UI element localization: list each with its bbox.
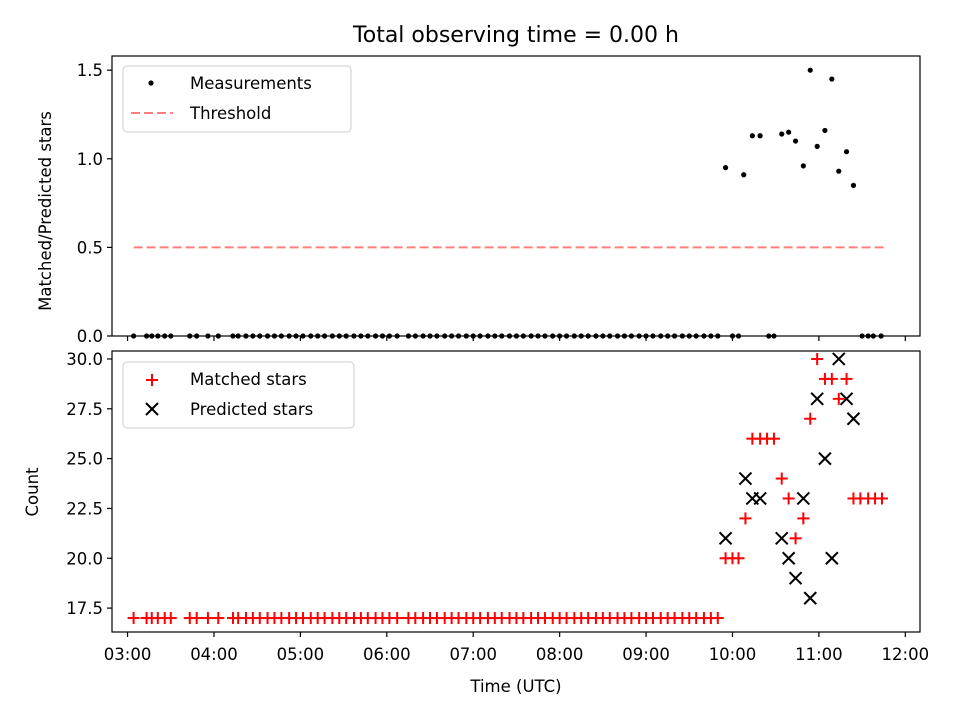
matched-stars-point	[797, 512, 810, 525]
top-ylabel: Matched/Predicted stars	[36, 111, 55, 311]
matched-stars-point	[767, 432, 780, 445]
measurement-point	[749, 133, 755, 139]
x-tick-label: 03:00	[104, 645, 152, 664]
matched-stars-point	[201, 612, 214, 625]
matched-stars-point	[190, 612, 203, 625]
matched-stars-point	[804, 412, 817, 425]
measurement-point	[814, 143, 820, 149]
bottom-plot-frame	[111, 350, 921, 633]
matched-stars-point	[739, 512, 752, 525]
matched-stars-point	[775, 472, 788, 485]
y-tick-label: 27.5	[66, 400, 103, 419]
y-tick-label: 22.5	[66, 499, 103, 518]
bottom-panel: Count Time (UTC) 17.5 20.0 22.5 25.0 27.5 30.…	[23, 350, 929, 696]
predicted-stars-point	[825, 551, 839, 565]
measurement-point	[741, 172, 747, 178]
top-panel: Matched/Predicted stars 0.0 0.5 1.0 1.5 Mea…	[36, 55, 921, 346]
bottom-legend: Matched stars Predicted stars	[122, 361, 355, 429]
predicted-stars-point	[839, 392, 854, 406]
predicted-stars-point	[818, 451, 832, 466]
bottom-xlabel: Time (UTC)	[469, 677, 561, 696]
measurement-point	[836, 168, 842, 174]
x-tick-label: 09:00	[622, 645, 670, 664]
predicted-stars-point	[738, 471, 753, 486]
matched-stars-point	[832, 392, 845, 405]
x-tick-label: 04:00	[190, 645, 238, 664]
legend-predicted-label: Predicted stars	[190, 400, 313, 419]
matched-stars-point	[164, 612, 177, 625]
x-tick-label: 12:00	[882, 645, 930, 664]
y-tick-label: 1.0	[77, 150, 103, 169]
top-plot-frame	[111, 55, 921, 337]
x-tick-label: 06:00	[363, 645, 411, 664]
y-tick-label: 17.5	[66, 599, 103, 618]
bottom-ylabel: Count	[23, 467, 42, 517]
y-tick-label: 1.5	[77, 61, 103, 80]
legend-threshold-label: Threshold	[189, 104, 271, 123]
y-tick-label: 20.0	[66, 549, 103, 568]
measurement-point	[843, 149, 850, 155]
predicted-stars-point	[718, 531, 733, 546]
matched-stars-point	[875, 492, 888, 505]
predicted-stars-point	[846, 412, 861, 426]
x-tick-label: 11:00	[795, 645, 843, 664]
measurement-point	[829, 76, 835, 82]
legend-measurements-label: Measurements	[190, 74, 312, 93]
predicted-stars-point	[775, 531, 789, 546]
matched-stars-point	[789, 532, 802, 545]
legend-predicted-marker	[145, 402, 159, 416]
y-tick-label: 0.0	[77, 327, 103, 346]
matched-stars-point	[840, 372, 853, 385]
predicted-stars-point	[788, 571, 803, 585]
matched-stars-point	[212, 612, 225, 625]
measurement-point	[786, 129, 792, 135]
predicted-stars-point	[832, 352, 846, 366]
matched-stars-point	[127, 612, 140, 625]
legend-matched-marker	[146, 374, 158, 386]
y-tick-label: 30.0	[66, 350, 103, 369]
y-tick-label: 0.5	[77, 238, 103, 257]
matched-stars-point	[711, 612, 724, 625]
x-tick-label: 10:00	[709, 645, 757, 664]
predicted-stars-point	[781, 551, 796, 565]
measurement-point	[779, 131, 785, 137]
chart-title: Total observing time = 0.00 h	[352, 23, 679, 48]
predicted-stars-point	[810, 392, 824, 406]
predicted-stars-point	[753, 491, 767, 506]
legend-matched-label: Matched stars	[190, 370, 307, 389]
top-legend: Measurements Threshold	[122, 65, 352, 133]
matched-stars-point	[825, 372, 838, 385]
matched-stars-point	[732, 552, 745, 565]
measurement-point	[822, 127, 828, 134]
x-tick-label: 08:00	[536, 645, 584, 664]
x-tick-label: 05:00	[277, 645, 325, 664]
x-tick-label: 07:00	[449, 645, 497, 664]
matched-stars-point	[391, 612, 404, 625]
predicted-stars-point	[796, 491, 811, 506]
measurement-point	[800, 163, 806, 169]
matched-stars-point	[811, 352, 824, 365]
measurement-point	[757, 133, 763, 139]
y-tick-label: 25.0	[66, 450, 103, 469]
predicted-stars-point	[803, 591, 817, 605]
measurement-point	[850, 182, 857, 188]
measurement-point	[722, 165, 729, 171]
legend-measurements-marker	[148, 80, 154, 86]
measurement-point	[792, 138, 799, 144]
matched-stars-point	[782, 492, 795, 505]
measurement-point	[807, 67, 813, 73]
